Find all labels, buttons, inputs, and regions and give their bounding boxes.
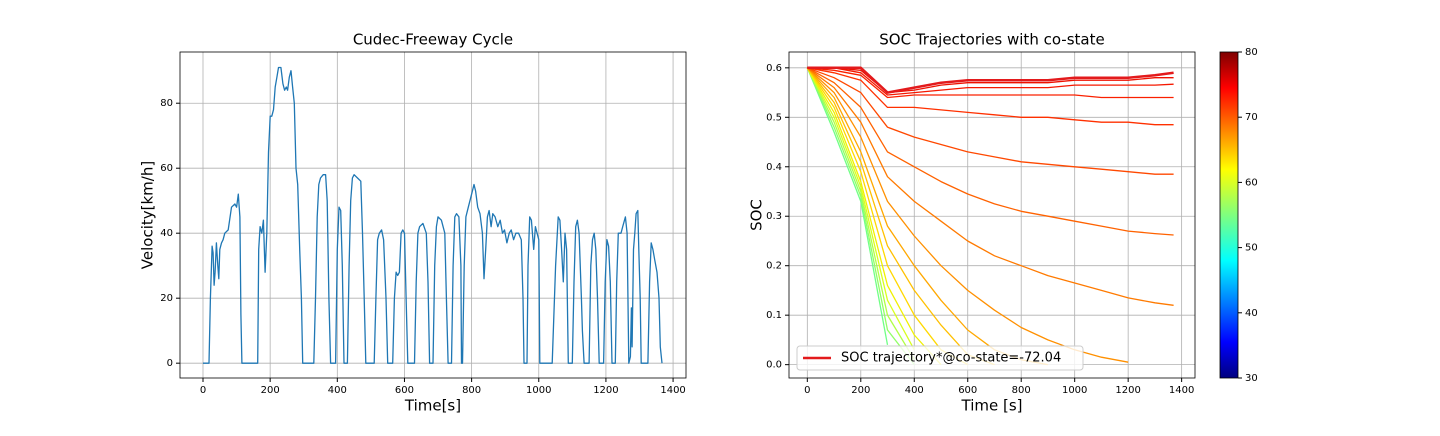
- x-tick-label: 1200: [1115, 385, 1140, 396]
- y-tick-label: 0.0: [766, 360, 782, 371]
- x-tick-label: 200: [851, 385, 870, 396]
- x-tick-label: 200: [261, 385, 280, 396]
- y-tick-label: 60: [160, 163, 173, 174]
- x-tick-label: 800: [462, 385, 481, 396]
- y-tick-label: 0.6: [766, 63, 782, 74]
- y-tick-label: 0: [167, 358, 173, 369]
- series-line: [806, 67, 942, 366]
- x-tick-label: 1400: [1169, 385, 1194, 396]
- y-tick-label: 0.3: [766, 211, 782, 222]
- x-axis-label: Time[s]: [404, 397, 461, 415]
- y-tick-label: 80: [160, 98, 173, 109]
- chart-title: Cudec-Freeway Cycle: [353, 31, 513, 49]
- axes-frame: [788, 51, 1196, 379]
- series-line: [807, 67, 1174, 99]
- colorbar-tick-label: 60: [1245, 177, 1258, 188]
- x-tick-label: 1200: [593, 385, 618, 396]
- y-tick-label: 0.4: [766, 162, 782, 173]
- series-line: [806, 67, 889, 346]
- colorbar-tick-label: 30: [1245, 373, 1258, 384]
- colorbar: [1219, 51, 1239, 379]
- x-tick-label: 400: [905, 385, 924, 396]
- y-tick-label: 0.1: [766, 310, 782, 321]
- series-line: [203, 66, 663, 364]
- series-line: [806, 67, 915, 351]
- series-line: [807, 66, 1174, 94]
- series-line: [806, 67, 1174, 306]
- series-line: [807, 67, 1174, 175]
- x-tick-label: 600: [958, 385, 977, 396]
- chart-title: SOC Trajectories with co-state: [879, 31, 1104, 49]
- series-line: [806, 67, 915, 365]
- colorbar-tick-label: 40: [1245, 308, 1258, 319]
- y-tick-label: 0.5: [766, 112, 782, 123]
- x-tick-label: 1000: [526, 385, 551, 396]
- series-line: [807, 67, 1174, 96]
- legend-label: SOC trajectory*@co-state=-72.04: [841, 351, 1061, 366]
- y-tick-label: 20: [160, 293, 173, 304]
- x-tick-label: 600: [395, 385, 414, 396]
- colorbar-tick-label: 50: [1245, 243, 1258, 254]
- x-tick-label: 1000: [1062, 385, 1087, 396]
- y-tick-label: 40: [160, 228, 173, 239]
- x-tick-label: 1400: [660, 385, 685, 396]
- y-axis-label: SOC: [748, 199, 766, 231]
- colorbar-tick-label: 70: [1245, 112, 1258, 123]
- x-tick-label: 800: [1012, 385, 1031, 396]
- legend-box: [796, 345, 1084, 371]
- series-line: [806, 67, 915, 361]
- x-tick-label: 0: [804, 385, 810, 396]
- y-axis-label: Velocity[km/h]: [139, 161, 157, 269]
- x-tick-label: 0: [200, 385, 206, 396]
- x-tick-label: 400: [328, 385, 347, 396]
- y-tick-label: 0.2: [766, 261, 782, 272]
- colorbar-tick-label: 80: [1245, 47, 1258, 58]
- series-line: [806, 67, 1174, 236]
- x-axis-label: Time [s]: [961, 397, 1023, 415]
- series-line: [807, 67, 1174, 126]
- axes-frame: [179, 51, 687, 379]
